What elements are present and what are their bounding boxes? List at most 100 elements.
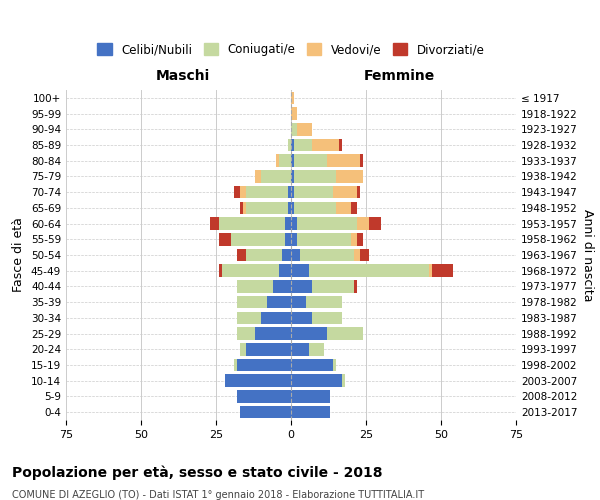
Bar: [297, 123, 312, 136]
Bar: [309, 264, 429, 277]
Bar: [285, 233, 291, 245]
Bar: [279, 154, 291, 167]
Bar: [357, 218, 369, 230]
Bar: [291, 280, 312, 292]
Bar: [339, 138, 342, 151]
Bar: [291, 374, 342, 387]
Bar: [309, 343, 324, 355]
Bar: [237, 296, 267, 308]
Bar: [273, 280, 291, 292]
Bar: [297, 233, 351, 245]
Text: Popolazione per età, sesso e stato civile - 2018: Popolazione per età, sesso e stato civil…: [12, 465, 383, 479]
Bar: [369, 218, 381, 230]
Bar: [342, 374, 345, 387]
Bar: [225, 374, 291, 387]
Bar: [240, 186, 246, 198]
Y-axis label: Anni di nascita: Anni di nascita: [581, 209, 594, 301]
Bar: [246, 202, 288, 214]
Bar: [219, 218, 285, 230]
Bar: [219, 233, 231, 245]
Bar: [255, 328, 291, 340]
Bar: [351, 202, 357, 214]
Bar: [291, 186, 294, 198]
Bar: [234, 358, 237, 372]
Bar: [237, 312, 261, 324]
Bar: [291, 202, 294, 214]
Bar: [267, 296, 291, 308]
Bar: [237, 390, 291, 402]
Bar: [294, 154, 327, 167]
Bar: [291, 328, 327, 340]
Bar: [357, 186, 360, 198]
Bar: [306, 296, 342, 308]
Bar: [354, 280, 357, 292]
Bar: [294, 186, 333, 198]
Bar: [288, 202, 291, 214]
Bar: [333, 186, 357, 198]
Bar: [246, 343, 291, 355]
Bar: [291, 138, 294, 151]
Bar: [291, 154, 294, 167]
Text: Maschi: Maschi: [156, 70, 210, 84]
Bar: [240, 202, 243, 214]
Bar: [291, 233, 297, 245]
Bar: [333, 358, 336, 372]
Bar: [291, 343, 309, 355]
Bar: [354, 248, 360, 262]
Bar: [222, 264, 279, 277]
Bar: [291, 296, 306, 308]
Bar: [360, 248, 369, 262]
Bar: [288, 186, 291, 198]
Bar: [237, 280, 273, 292]
Bar: [297, 218, 357, 230]
Bar: [294, 138, 312, 151]
Bar: [246, 248, 282, 262]
Bar: [210, 218, 219, 230]
Bar: [312, 280, 354, 292]
Bar: [291, 123, 297, 136]
Bar: [300, 248, 354, 262]
Bar: [327, 328, 363, 340]
Bar: [291, 248, 300, 262]
Bar: [291, 170, 294, 182]
Bar: [291, 312, 312, 324]
Bar: [255, 170, 261, 182]
Y-axis label: Fasce di età: Fasce di età: [13, 218, 25, 292]
Bar: [276, 154, 279, 167]
Bar: [291, 264, 309, 277]
Bar: [288, 138, 291, 151]
Bar: [429, 264, 432, 277]
Bar: [285, 218, 291, 230]
Bar: [327, 154, 360, 167]
Bar: [240, 406, 291, 418]
Bar: [219, 264, 222, 277]
Bar: [357, 233, 363, 245]
Bar: [261, 170, 291, 182]
Text: COMUNE DI AZEGLIO (TO) - Dati ISTAT 1° gennaio 2018 - Elaborazione TUTTITALIA.IT: COMUNE DI AZEGLIO (TO) - Dati ISTAT 1° g…: [12, 490, 424, 500]
Bar: [240, 343, 246, 355]
Bar: [432, 264, 453, 277]
Bar: [336, 202, 351, 214]
Bar: [291, 108, 297, 120]
Bar: [231, 233, 285, 245]
Bar: [279, 264, 291, 277]
Bar: [291, 390, 330, 402]
Bar: [312, 138, 339, 151]
Bar: [291, 92, 294, 104]
Bar: [234, 186, 240, 198]
Text: Femmine: Femmine: [364, 70, 434, 84]
Bar: [237, 328, 255, 340]
Bar: [291, 218, 297, 230]
Bar: [294, 202, 336, 214]
Bar: [291, 406, 330, 418]
Bar: [261, 312, 291, 324]
Bar: [282, 248, 291, 262]
Bar: [336, 170, 363, 182]
Bar: [291, 358, 333, 372]
Bar: [294, 170, 336, 182]
Bar: [237, 358, 291, 372]
Bar: [351, 233, 357, 245]
Bar: [312, 312, 342, 324]
Bar: [237, 248, 246, 262]
Bar: [246, 186, 288, 198]
